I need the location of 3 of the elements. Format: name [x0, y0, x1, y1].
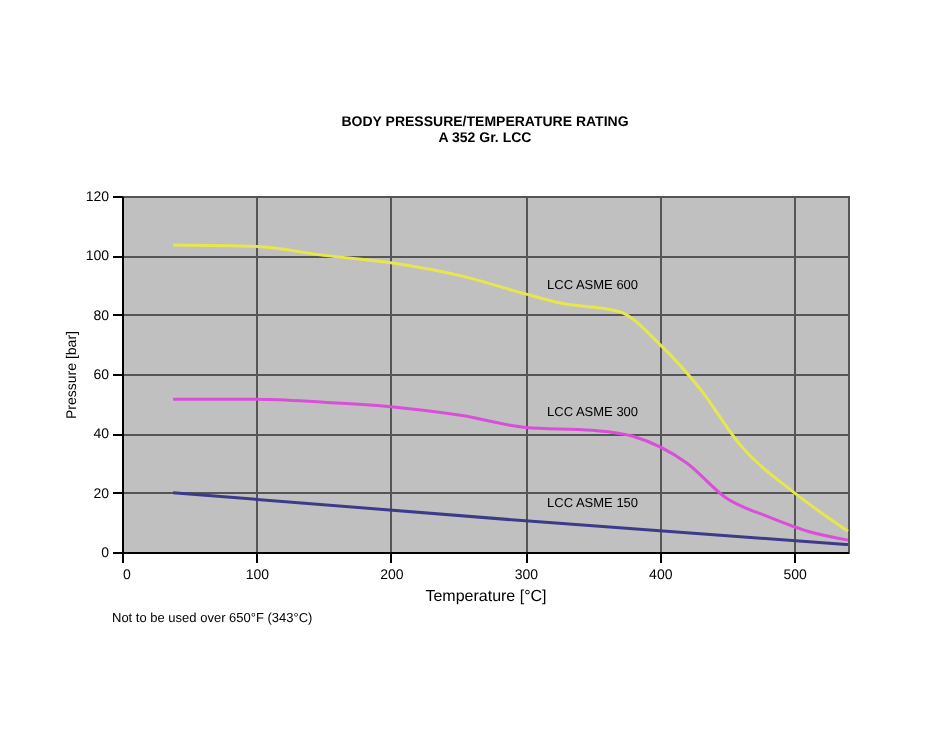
x-axis-title: Temperature [°C]	[425, 587, 547, 605]
line-series	[171, 243, 850, 533]
line-series	[171, 397, 850, 542]
